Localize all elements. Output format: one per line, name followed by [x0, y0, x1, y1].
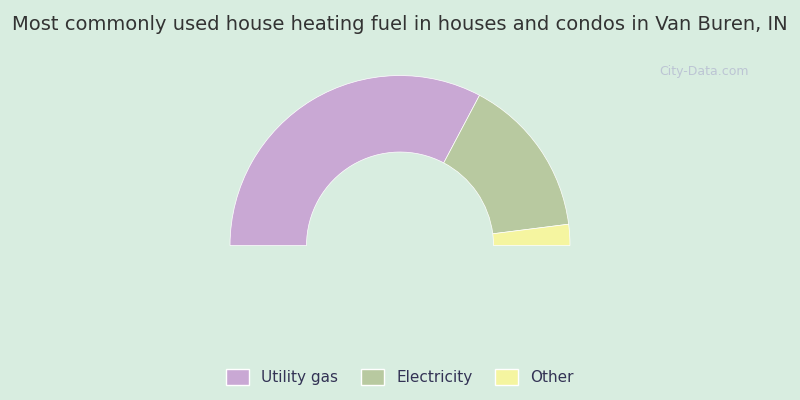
Wedge shape — [444, 95, 569, 234]
Legend: Utility gas, Electricity, Other: Utility gas, Electricity, Other — [220, 363, 580, 391]
Wedge shape — [230, 76, 479, 246]
Wedge shape — [493, 224, 570, 246]
Text: City-Data.com: City-Data.com — [659, 66, 749, 78]
Title: Most commonly used house heating fuel in houses and condos in Van Buren, IN: Most commonly used house heating fuel in… — [12, 15, 788, 34]
